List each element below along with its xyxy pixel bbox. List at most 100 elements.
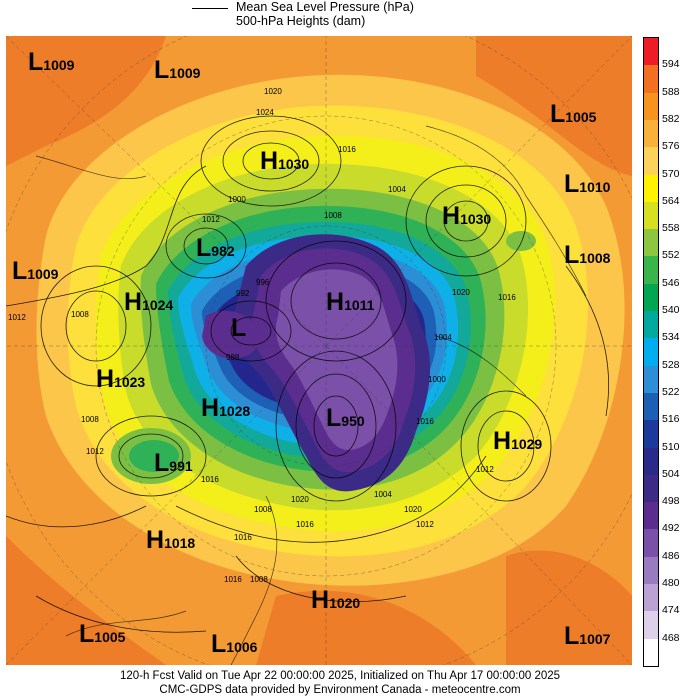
map-label-low: L1005 bbox=[79, 620, 126, 648]
contour-value-label: 1012 bbox=[8, 313, 26, 322]
colorbar-swatch bbox=[644, 92, 658, 121]
footer-forecast-info: 120-h Fcst Valid on Tue Apr 22 00:00:00 … bbox=[119, 670, 561, 682]
map-legend: Mean Sea Level Pressure (hPa) 500-hPa He… bbox=[190, 0, 490, 30]
colorbar-tick-label: 492 bbox=[662, 522, 680, 535]
colorbar-tick-label: 540 bbox=[662, 304, 680, 317]
legend-mslp-label: Mean Sea Level Pressure (hPa) bbox=[236, 0, 414, 14]
contour-value-label: 1020 bbox=[452, 288, 470, 297]
colorbar-swatch bbox=[644, 338, 658, 367]
colorbar-swatch bbox=[644, 256, 658, 285]
contour-value-label: 1024 bbox=[256, 108, 274, 117]
colorbar-tick-label: 510 bbox=[662, 440, 680, 453]
colorbar-tick-label: 474 bbox=[662, 604, 680, 617]
contour-value-label: 1016 bbox=[224, 575, 242, 584]
map-label-high: H1029 bbox=[493, 427, 543, 455]
colorbar-tick-label: 480 bbox=[662, 577, 680, 590]
contour-value-label: 1012 bbox=[416, 520, 434, 529]
map-fill-layer bbox=[6, 36, 632, 665]
colorbar-swatch bbox=[644, 65, 658, 94]
colorbar-tick-label: 504 bbox=[662, 467, 680, 480]
colorbar bbox=[643, 37, 659, 667]
contour-value-label: 1016 bbox=[338, 145, 356, 154]
map-label-low: L982 bbox=[196, 234, 235, 262]
legend-heights-label: 500-hPa Heights (dam) bbox=[236, 14, 366, 28]
colorbar-tick-label: 546 bbox=[662, 276, 680, 289]
colorbar-swatch bbox=[644, 229, 658, 257]
map-label-low: L1010 bbox=[564, 170, 611, 198]
colorbar-swatch bbox=[644, 311, 658, 339]
contour-value-label: 996 bbox=[256, 278, 270, 287]
map-label-high: H1030 bbox=[442, 202, 492, 230]
contour-value-label: 1016 bbox=[296, 520, 314, 529]
colorbar-swatch bbox=[644, 474, 658, 503]
contour-value-label: 1016 bbox=[498, 293, 516, 302]
colorbar-swatch bbox=[644, 584, 658, 612]
map-label-low: L991 bbox=[154, 449, 193, 477]
weather-map: L1009 L1009 L1005 H1030 L1010 H1030 L982… bbox=[6, 36, 632, 665]
contour-value-label: 1020 bbox=[264, 87, 282, 96]
contour-value-label: 1000 bbox=[228, 195, 246, 204]
colorbar-tick-label: 552 bbox=[662, 249, 680, 262]
colorbar-swatch bbox=[644, 502, 658, 530]
colorbar-tick-label: 588 bbox=[662, 85, 680, 98]
colorbar-tick-label: 594 bbox=[662, 58, 680, 71]
map-label-high: H1023 bbox=[96, 365, 146, 393]
map-label-low: L1009 bbox=[28, 48, 75, 76]
contour-value-label: 1020 bbox=[404, 505, 422, 514]
contour-value-label: 1008 bbox=[254, 505, 272, 514]
colorbar-swatch bbox=[644, 392, 658, 421]
colorbar-tick-label: 528 bbox=[662, 358, 680, 371]
map-label-high: H1011 bbox=[326, 288, 375, 316]
map-label-high: H1024 bbox=[124, 288, 174, 316]
map-label-high: H1028 bbox=[201, 394, 251, 422]
map-label-low: L1009 bbox=[154, 56, 201, 84]
contour-value-label: 1008 bbox=[324, 211, 342, 220]
colorbar-swatch bbox=[644, 365, 658, 394]
map-label-low: L1009 bbox=[12, 257, 59, 285]
colorbar-tick-label: 486 bbox=[662, 549, 680, 562]
contour-value-label: 1000 bbox=[428, 375, 446, 384]
legend-line-sample bbox=[192, 8, 228, 9]
map-label-low: L1008 bbox=[564, 241, 611, 269]
colorbar-swatch bbox=[644, 556, 658, 585]
colorbar-tick-label: 570 bbox=[662, 167, 680, 180]
colorbar-swatch bbox=[644, 529, 658, 558]
contour-value-label: 1008 bbox=[71, 310, 89, 319]
colorbar-swatch bbox=[644, 420, 658, 449]
contour-value-label: 1016 bbox=[234, 533, 252, 542]
contour-value-label: 992 bbox=[236, 289, 250, 298]
colorbar-tick-label: 534 bbox=[662, 331, 680, 344]
colorbar-swatch bbox=[644, 611, 658, 640]
contour-value-label: 1012 bbox=[86, 447, 104, 456]
contour-value-label: 1012 bbox=[202, 215, 220, 224]
contour-value-label: 1020 bbox=[291, 495, 309, 504]
colorbar-swatch bbox=[644, 447, 658, 476]
colorbar-swatch bbox=[644, 174, 658, 203]
colorbar-swatch bbox=[644, 38, 658, 66]
colorbar-tick-label: 576 bbox=[662, 140, 680, 153]
map-label-high: H1030 bbox=[260, 147, 310, 175]
contour-value-label: 1016 bbox=[201, 475, 219, 484]
colorbar-swatch bbox=[644, 147, 658, 175]
colorbar-tick-label: 516 bbox=[662, 413, 680, 426]
colorbar-swatch bbox=[644, 119, 658, 148]
map-label-high: H1020 bbox=[311, 586, 361, 614]
colorbar-tick-label: 564 bbox=[662, 194, 680, 207]
colorbar-tick-label: 558 bbox=[662, 222, 680, 235]
map-label-low: L1005 bbox=[550, 100, 597, 128]
map-label-low: L950 bbox=[326, 404, 365, 432]
contour-value-label: 1012 bbox=[476, 465, 494, 474]
map-label-low: L bbox=[231, 314, 247, 342]
colorbar-tick-label: 522 bbox=[662, 385, 680, 398]
contour-value-label: 988 bbox=[226, 353, 240, 362]
colorbar-swatch bbox=[644, 283, 658, 312]
colorbar-swatch bbox=[644, 201, 658, 230]
contour-value-label: 1004 bbox=[374, 490, 392, 499]
map-label-low: L1006 bbox=[211, 630, 258, 658]
contour-value-label: 1016 bbox=[416, 417, 434, 426]
contour-value-label: 1004 bbox=[388, 185, 406, 194]
colorbar-tick-label: 498 bbox=[662, 495, 680, 508]
contour-value-label: 1004 bbox=[434, 333, 452, 342]
footer-credit: CMC-GDPS data provided by Environment Ca… bbox=[159, 684, 521, 696]
colorbar-swatch bbox=[644, 638, 658, 667]
